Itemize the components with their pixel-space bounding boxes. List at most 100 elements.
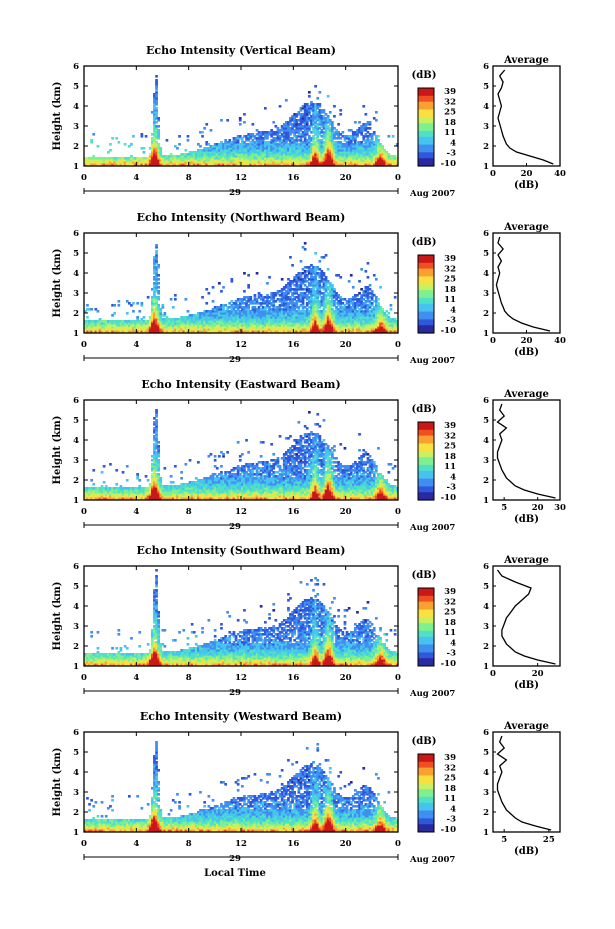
heatmap-cell	[318, 143, 322, 146]
heatmap-cell	[337, 312, 340, 315]
heatmap-cell	[188, 487, 192, 490]
heatmap-cell	[320, 312, 324, 315]
heatmap-cell	[362, 310, 366, 313]
heatmap-cell	[370, 324, 374, 327]
heatmap-cell	[241, 306, 244, 309]
heatmap-cell	[182, 326, 186, 329]
heatmap-cell	[245, 137, 248, 140]
heatmap-cell	[293, 316, 296, 319]
heatmap-cell	[354, 157, 357, 160]
heatmap-cell	[178, 497, 181, 500]
heatmap-cell	[360, 308, 363, 311]
heatmap-cell	[171, 318, 175, 321]
heatmap-cell	[232, 139, 236, 142]
heatmap-cell	[203, 314, 206, 317]
heatmap-cell	[253, 326, 257, 329]
heatmap-cell	[303, 272, 307, 275]
heatmap-cell	[247, 135, 250, 138]
heatmap-cell	[326, 163, 330, 166]
heatmap-cell	[100, 161, 104, 164]
heatmap-cell	[203, 161, 206, 164]
heatmap-cell	[308, 159, 311, 162]
heatmap-cell	[285, 155, 288, 158]
heatmap-cell	[153, 256, 156, 259]
heatmap-cell	[155, 155, 158, 158]
heatmap-cell	[171, 493, 175, 496]
heatmap-cell	[389, 159, 393, 162]
avg-y-tick-label: 4	[483, 102, 489, 112]
heatmap-cell	[188, 485, 192, 488]
heatmap-cell	[274, 161, 278, 164]
heatmap-cell	[203, 487, 206, 490]
heatmap-cell	[232, 308, 236, 311]
heatmap-cell	[305, 161, 309, 164]
heatmap-cell	[194, 324, 198, 327]
heatmap-cell	[161, 159, 165, 162]
heatmap-cell	[194, 489, 198, 492]
heatmap-cell	[205, 149, 209, 152]
colorbar-tick-label: 18	[444, 285, 456, 295]
colorbar-segment	[418, 152, 434, 155]
heatmap-cell	[257, 155, 261, 158]
heatmap-cell	[140, 318, 144, 321]
heatmap-cell	[351, 157, 355, 160]
heatmap-cell	[232, 314, 236, 317]
heatmap-cell	[241, 318, 244, 321]
heatmap-cell	[331, 121, 334, 124]
heatmap-cell	[218, 161, 221, 164]
heatmap-cell	[264, 137, 267, 140]
heatmap-cell	[287, 324, 290, 327]
heatmap-cell	[322, 125, 326, 128]
heatmap-cell	[180, 159, 183, 162]
heatmap-cell	[316, 141, 320, 144]
heatmap-cell	[328, 147, 332, 150]
heatmap-cell	[289, 320, 292, 323]
heatmap-cell	[331, 163, 334, 166]
heatmap-cell	[98, 330, 102, 333]
heatmap-cell	[130, 324, 133, 327]
heatmap-cell	[312, 147, 315, 150]
heatmap-cell	[159, 489, 163, 492]
heatmap-cell	[161, 326, 165, 329]
heatmap-cell	[203, 155, 206, 158]
heatmap-cell	[238, 314, 242, 317]
heatmap-cell	[228, 324, 232, 327]
heatmap-cell	[153, 431, 156, 434]
heatmap-cell	[291, 328, 294, 331]
heatmap-cell	[148, 324, 152, 327]
heatmap-cell	[115, 320, 119, 323]
heatmap-cell	[140, 495, 144, 498]
heatmap-cell	[132, 322, 135, 325]
heatmap-cell	[318, 155, 322, 158]
heatmap-cell	[155, 437, 158, 440]
heatmap-cell	[312, 151, 315, 154]
heatmap-cell	[155, 151, 158, 154]
heatmap-cell	[222, 151, 225, 154]
heatmap-cell	[308, 109, 311, 112]
colorbar-segment	[418, 99, 434, 103]
heatmap-cell	[184, 487, 188, 490]
heatmap-cell	[351, 312, 355, 315]
heatmap-cell	[266, 149, 269, 152]
heatmap-cell	[291, 288, 294, 291]
heatmap-cell	[272, 163, 276, 166]
heatmap-cell	[389, 304, 393, 307]
heatmap-cell	[182, 161, 186, 164]
heatmap-cell	[171, 320, 175, 323]
heatmap-cell	[316, 103, 320, 106]
heatmap-cell	[117, 157, 121, 160]
heatmap-cell	[372, 306, 376, 309]
heatmap-cell	[115, 163, 119, 166]
heatmap-cell	[270, 163, 273, 166]
heatmap-cell	[184, 495, 188, 498]
heatmap-cell	[167, 485, 171, 488]
heatmap-cell	[383, 326, 386, 329]
heatmap-cell	[322, 141, 326, 144]
heatmap-cell	[274, 306, 278, 309]
heatmap-cell	[331, 290, 334, 293]
heatmap-cell	[337, 330, 340, 333]
heatmap-cell	[333, 318, 336, 321]
heatmap-cell	[295, 129, 299, 132]
heatmap-cell	[266, 294, 269, 297]
heatmap-cell	[320, 153, 324, 156]
